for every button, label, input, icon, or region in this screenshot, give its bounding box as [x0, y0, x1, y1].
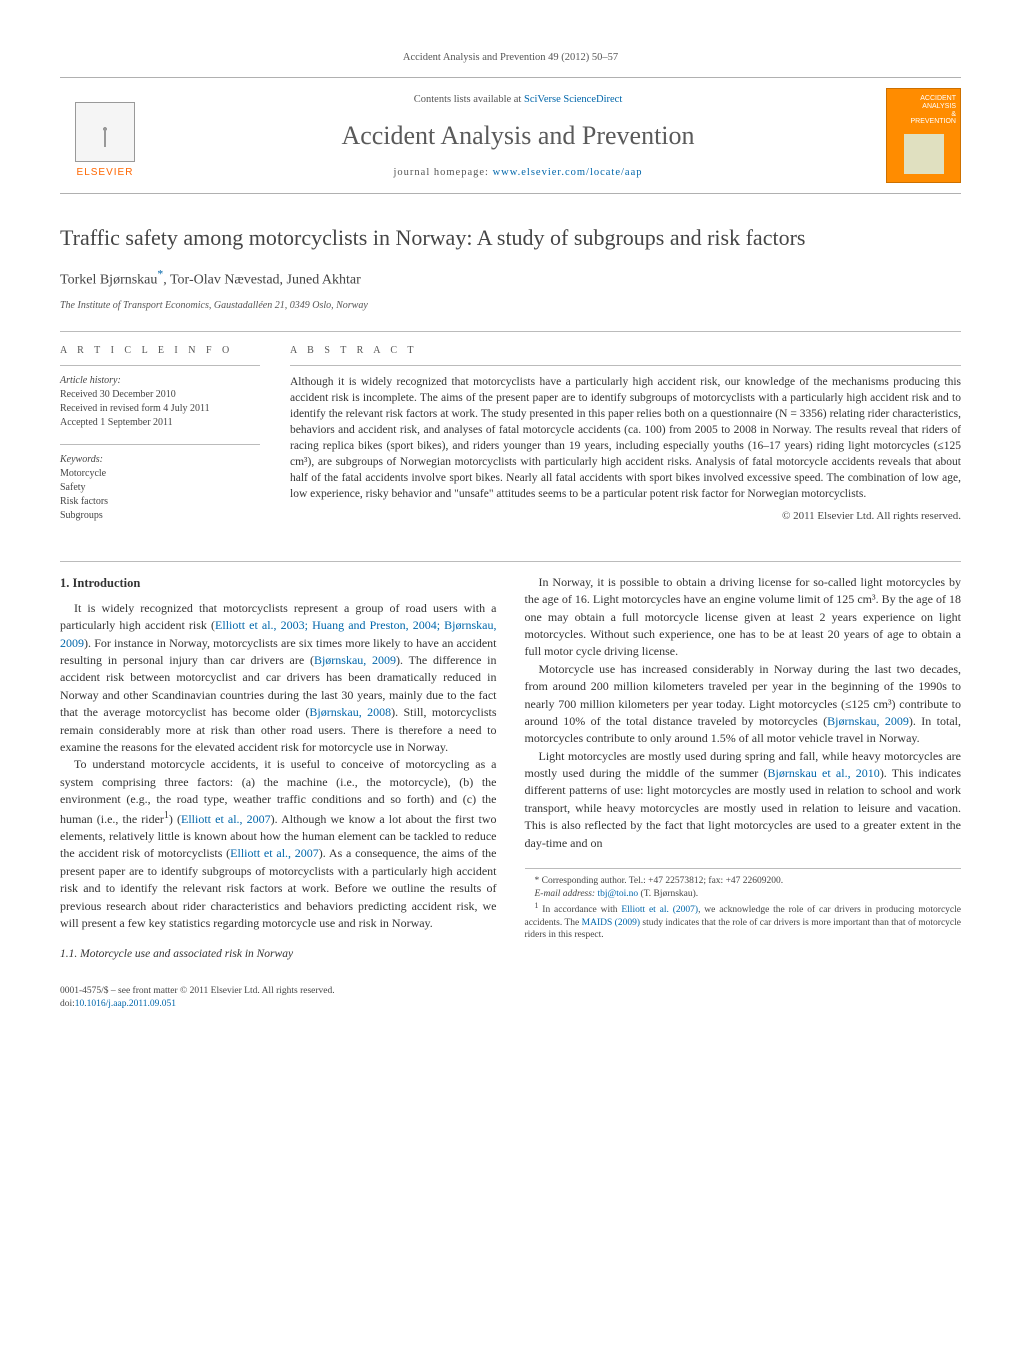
citation-link[interactable]: Bjørnskau, 2008	[309, 705, 391, 719]
body-paragraph: Light motorcycles are mostly used during…	[525, 748, 962, 852]
citation-link[interactable]: Elliott et al., 2007	[181, 812, 271, 826]
keywords-block: Keywords: Motorcycle Safety Risk factors…	[60, 453, 260, 523]
abstract-text: Although it is widely recognized that mo…	[290, 374, 961, 503]
article-title: Traffic safety among motorcyclists in No…	[60, 224, 961, 253]
author-affiliation: The Institute of Transport Economics, Ga…	[60, 299, 961, 314]
citation-link[interactable]: Elliott et al., 2007	[230, 846, 319, 860]
history-label: Article history:	[60, 374, 260, 388]
subsection-heading-1-1: 1.1. Motorcycle use and associated risk …	[60, 946, 497, 963]
article-history-block: Article history: Received 30 December 20…	[60, 374, 260, 430]
keyword-item: Subgroups	[60, 509, 260, 523]
footnotes-block: * Corresponding author. Tel.: +47 225738…	[525, 868, 962, 942]
divider	[290, 365, 961, 366]
journal-homepage-line: journal homepage: www.elsevier.com/locat…	[150, 165, 886, 180]
keywords-label: Keywords:	[60, 453, 260, 467]
sciencedirect-link[interactable]: SciVerse ScienceDirect	[524, 94, 622, 105]
issn-line: 0001-4575/$ – see front matter © 2011 El…	[60, 985, 961, 998]
keyword-item: Risk factors	[60, 495, 260, 509]
contents-prefix: Contents lists available at	[414, 94, 524, 105]
abstract-column: a b s t r a c t Although it is widely re…	[290, 344, 961, 537]
abstract-copyright: © 2011 Elsevier Ltd. All rights reserved…	[290, 509, 961, 525]
citation-link[interactable]: Elliott et al. (2007)	[621, 905, 698, 915]
publisher-logo: ELSEVIER	[60, 91, 150, 181]
article-body: 1. Introduction It is widely recognized …	[60, 574, 961, 963]
email-footnote: E-mail address: tbj@toi.no (T. Bjørnskau…	[525, 888, 962, 901]
divider	[60, 561, 961, 562]
cover-graphic-icon	[904, 134, 944, 174]
citation-link[interactable]: Bjørnskau et al., 2010	[768, 766, 880, 780]
section-heading-1: 1. Introduction	[60, 574, 497, 592]
journal-name: Accident Analysis and Prevention	[150, 117, 886, 155]
history-accepted: Accepted 1 September 2011	[60, 416, 260, 430]
body-paragraph: It is widely recognized that motorcyclis…	[60, 600, 497, 757]
cover-title-line1: ACCIDENT	[891, 95, 956, 103]
masthead-center: Contents lists available at SciVerse Sci…	[150, 92, 886, 180]
article-info-heading: a r t i c l e i n f o	[60, 344, 260, 359]
body-paragraph: To understand motorcycle accidents, it i…	[60, 756, 497, 932]
abstract-heading: a b s t r a c t	[290, 344, 961, 359]
divider	[60, 365, 260, 366]
author-email-link[interactable]: tbj@toi.no	[597, 889, 638, 899]
author-list: Torkel Bjørnskau*, Tor-Olav Nævestad, Ju…	[60, 267, 961, 291]
author-1: Torkel Bjørnskau	[60, 272, 157, 287]
history-received: Received 30 December 2010	[60, 388, 260, 402]
divider	[60, 444, 260, 445]
article-info-column: a r t i c l e i n f o Article history: R…	[60, 344, 260, 537]
citation-link[interactable]: Bjørnskau, 2009	[827, 714, 909, 728]
citation-link[interactable]: MAIDS (2009)	[582, 918, 640, 928]
corresponding-author-footnote: * Corresponding author. Tel.: +47 225738…	[525, 875, 962, 888]
homepage-prefix: journal homepage:	[394, 167, 493, 178]
journal-cover-thumbnail: ACCIDENT ANALYSIS & PREVENTION	[886, 88, 961, 183]
page-footer: 0001-4575/$ – see front matter © 2011 El…	[60, 985, 961, 1011]
keyword-item: Safety	[60, 481, 260, 495]
body-paragraph: In Norway, it is possible to obtain a dr…	[525, 574, 962, 661]
elsevier-tree-icon	[75, 102, 135, 162]
history-revised: Received in revised form 4 July 2011	[60, 402, 260, 416]
publisher-name: ELSEVIER	[77, 166, 134, 181]
divider	[60, 331, 961, 332]
cover-title-line4: PREVENTION	[891, 118, 956, 126]
body-paragraph: Motorcycle use has increased considerabl…	[525, 661, 962, 748]
cover-title-line2: ANALYSIS	[891, 103, 956, 111]
contents-list-line: Contents lists available at SciVerse Sci…	[150, 92, 886, 107]
running-head: Accident Analysis and Prevention 49 (201…	[60, 50, 961, 65]
doi-link[interactable]: 10.1016/j.aap.2011.09.051	[75, 999, 176, 1009]
cover-title-line3: &	[891, 111, 956, 119]
journal-masthead: ELSEVIER Contents lists available at Sci…	[60, 77, 961, 194]
doi-line: doi:10.1016/j.aap.2011.09.051	[60, 998, 961, 1011]
keyword-item: Motorcycle	[60, 467, 260, 481]
journal-homepage-link[interactable]: www.elsevier.com/locate/aap	[493, 167, 643, 178]
citation-link[interactable]: Bjørnskau, 2009	[314, 653, 396, 667]
authors-rest: , Tor-Olav Nævestad, Juned Akhtar	[163, 272, 361, 287]
footnote-1: 1 In accordance with Elliott et al. (200…	[525, 901, 962, 943]
